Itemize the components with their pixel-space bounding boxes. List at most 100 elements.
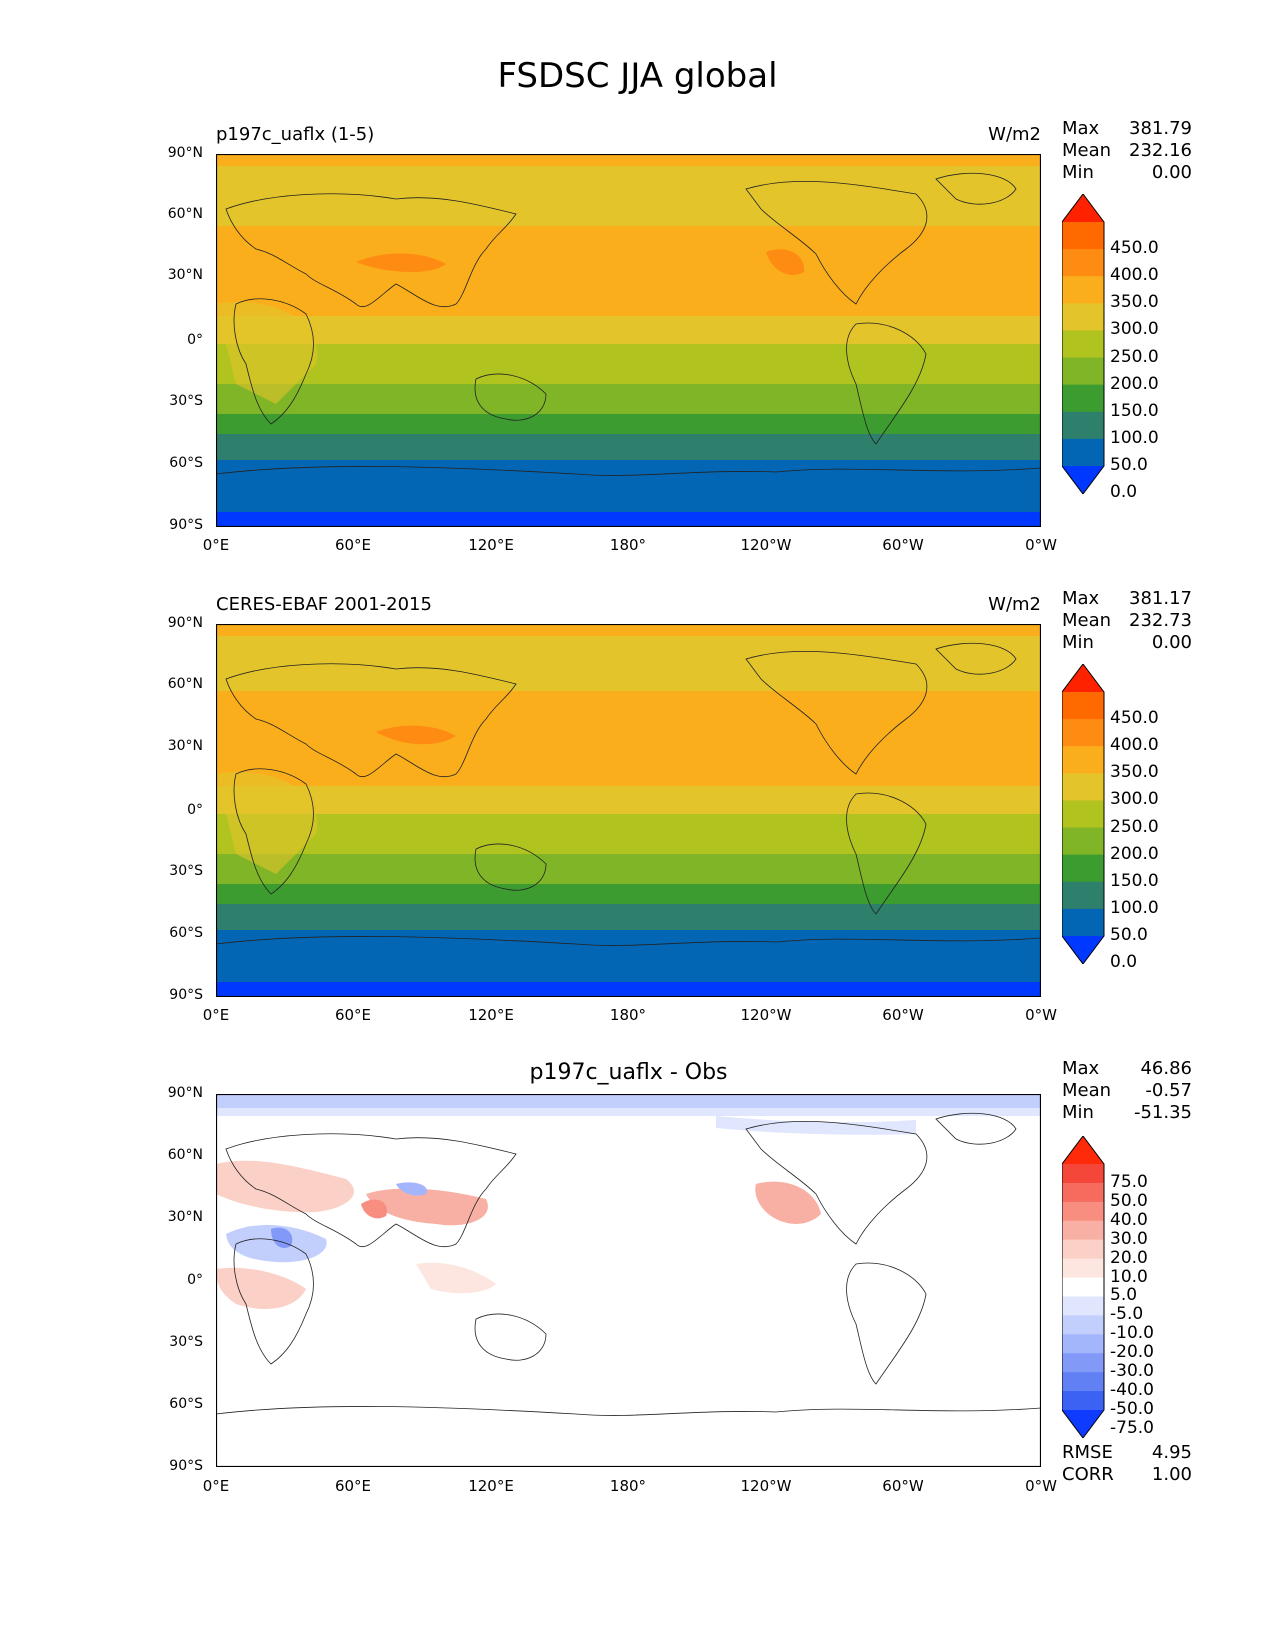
colorbar-segment xyxy=(1062,1277,1104,1297)
stat-min-label: Min xyxy=(1062,632,1094,653)
rmse-value: 4.95 xyxy=(1151,1442,1192,1463)
xtick-label: 180° xyxy=(609,536,647,554)
colorbar-outline xyxy=(1062,194,1105,494)
colorbar xyxy=(1062,1136,1105,1438)
panel-model: p197c_uaflx (1-5) W/m2 xyxy=(0,0,1275,554)
colorbar-tick-label: 350.0 xyxy=(1110,762,1159,783)
ytick-label: 60°S xyxy=(169,455,203,471)
xtick-label: 60°W xyxy=(882,1006,924,1024)
colorbar-tick-label: 75.0 xyxy=(1110,1171,1148,1192)
colorbar-extend-top xyxy=(1062,194,1104,222)
ytick-label: 0° xyxy=(187,1272,203,1288)
stat-mean-label: Mean xyxy=(1062,610,1112,631)
colorbar-segment xyxy=(1062,1353,1104,1373)
colorbar-tick-label: -40.0 xyxy=(1110,1380,1154,1401)
colorbar-segment xyxy=(1062,1164,1104,1184)
panel-units: W/m2 xyxy=(988,124,1041,145)
stat-max-value: 46.86 xyxy=(1140,1058,1192,1079)
xtick-label: 120°W xyxy=(740,1006,792,1024)
xtick-label: 60°W xyxy=(882,536,924,554)
colorbar-extend-top xyxy=(1062,1136,1104,1164)
colorbar-segment xyxy=(1062,1296,1104,1316)
stat-min-value: -51.35 xyxy=(1133,1102,1192,1123)
ytick-label: 60°N xyxy=(167,1147,203,1163)
colorbar-segment xyxy=(1062,854,1104,883)
colorbar xyxy=(1062,194,1105,494)
colorbar-tick-label: 50.0 xyxy=(1110,925,1148,945)
xtick-label: 0°W xyxy=(1025,536,1057,554)
colorbar-tick-label: 100.0 xyxy=(1110,897,1159,918)
colorbar-segment xyxy=(1062,276,1104,304)
stat-mean-value: -0.57 xyxy=(1145,1080,1192,1101)
stat-min-value: 0.00 xyxy=(1151,162,1192,183)
colorbar-extend-top xyxy=(1062,664,1104,692)
xtick-label: 120°W xyxy=(740,1477,792,1495)
colorbar-tick-label: 100.0 xyxy=(1110,427,1159,448)
colorbar-tick-label: 400.0 xyxy=(1110,265,1159,286)
stat-max-label: Max xyxy=(1062,1058,1100,1079)
colorbar-segment xyxy=(1062,303,1104,331)
ytick-label: 30°S xyxy=(169,1334,203,1350)
colorbar-tick-label: 20.0 xyxy=(1110,1247,1148,1268)
map-observation xyxy=(216,624,1041,997)
stat-max-label: Max xyxy=(1062,588,1100,609)
colorbar-tick-label: 400.0 xyxy=(1110,735,1159,756)
colorbar-tick-label: -30.0 xyxy=(1110,1361,1154,1382)
panel-difference: p197c_uaflx - Obs xyxy=(0,0,1275,1495)
colorbar-segment xyxy=(1062,881,1104,910)
panel-left-title: CERES-EBAF 2001-2015 xyxy=(216,594,432,615)
colorbar-segment xyxy=(1062,800,1104,829)
xtick-label: 180° xyxy=(609,1006,647,1024)
colorbar-outline xyxy=(1062,1136,1105,1438)
colorbar-extend-bottom xyxy=(1062,1410,1104,1438)
xtick-label: 0°E xyxy=(202,536,230,554)
colorbar-tick-label: 250.0 xyxy=(1110,346,1159,367)
xtick-label: 0°W xyxy=(1025,1006,1057,1024)
xtick-label: 120°E xyxy=(468,536,514,554)
corr-value: 1.00 xyxy=(1151,1464,1192,1485)
colorbar-tick-label: 250.0 xyxy=(1110,816,1159,837)
colorbar-segment xyxy=(1062,1315,1104,1335)
colorbar-segment xyxy=(1062,719,1104,747)
colorbar-tick-label: -75.0 xyxy=(1110,1417,1154,1438)
colorbar-segment xyxy=(1062,746,1104,774)
colorbar-tick-label: 300.0 xyxy=(1110,789,1159,810)
colorbar-tick-label: 0.0 xyxy=(1110,952,1138,973)
colorbar-segment xyxy=(1062,773,1104,801)
colorbar-segment xyxy=(1062,1334,1104,1354)
colorbar-tick-label: -5.0 xyxy=(1110,1304,1144,1325)
xtick-label: 60°E xyxy=(334,1477,372,1495)
colorbar-segment xyxy=(1062,357,1104,386)
xtick-label: 180° xyxy=(609,1477,647,1495)
colorbar-tick-label: 10.0 xyxy=(1110,1266,1148,1287)
ytick-label: 90°S xyxy=(169,517,203,533)
ytick-label: 90°N xyxy=(167,615,203,631)
map-difference xyxy=(216,1094,1041,1467)
ytick-label: 90°S xyxy=(169,987,203,1003)
colorbar-segment xyxy=(1062,330,1104,359)
colorbar-tick-label: 200.0 xyxy=(1110,373,1159,394)
xtick-label: 120°E xyxy=(468,1477,514,1495)
colorbar-segment xyxy=(1062,1239,1104,1260)
colorbar-segment xyxy=(1062,411,1104,440)
figure-title: FSDSC JJA global xyxy=(497,56,778,96)
rmse-label: RMSE xyxy=(1062,1442,1113,1463)
colorbar-tick-label: 30.0 xyxy=(1110,1228,1148,1249)
panel-center-title: p197c_uaflx - Obs xyxy=(529,1060,728,1085)
ytick-label: 30°S xyxy=(169,863,203,879)
colorbar-tick-label: 150.0 xyxy=(1110,400,1159,421)
colorbar-segment xyxy=(1062,1391,1104,1411)
xtick-label: 60°E xyxy=(334,1006,372,1024)
panel-observation: CERES-EBAF 2001-2015 W/m2 xyxy=(0,0,1275,1024)
xtick-label: 60°W xyxy=(882,1477,924,1495)
colorbar-tick-label: 300.0 xyxy=(1110,319,1159,340)
colorbar-segment xyxy=(1062,827,1104,856)
colorbar-tick-label: 150.0 xyxy=(1110,870,1159,891)
corr-label: CORR xyxy=(1062,1464,1114,1485)
stat-max-value: 381.17 xyxy=(1129,588,1192,609)
colorbar-tick-label: 350.0 xyxy=(1110,292,1159,313)
colorbar-outline xyxy=(1062,664,1105,964)
ytick-label: 90°S xyxy=(169,1458,203,1474)
colorbar-segment xyxy=(1062,222,1104,250)
colorbar-segment xyxy=(1062,249,1104,277)
